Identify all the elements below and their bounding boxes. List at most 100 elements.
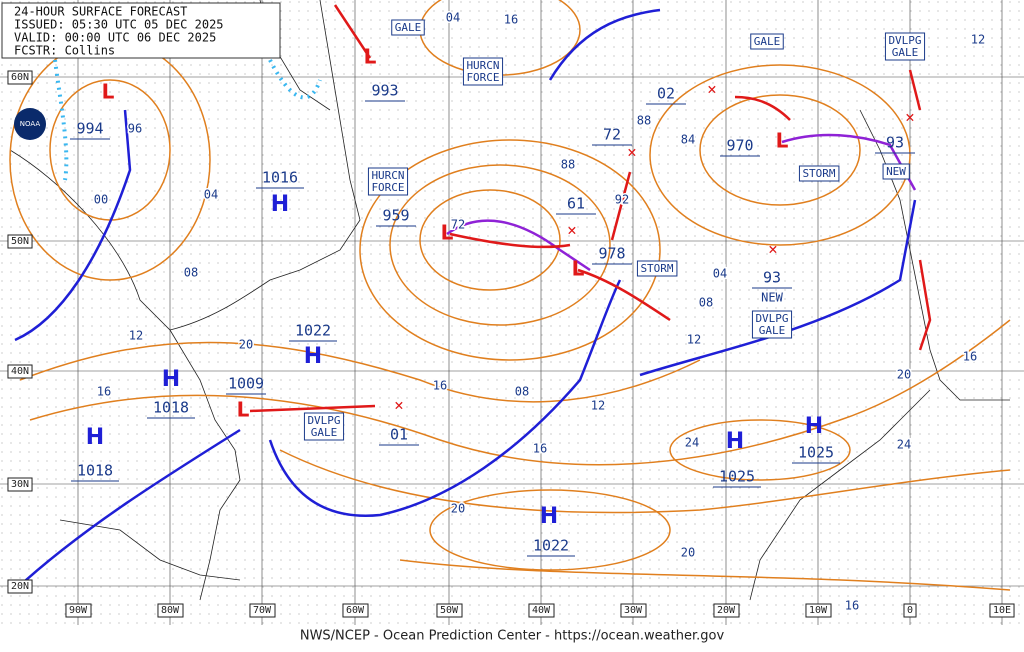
isobar-label: 16	[963, 350, 977, 364]
isobar-label: 16	[97, 385, 111, 399]
lat-label-box	[7, 364, 33, 379]
warning-word: GALE	[311, 426, 338, 439]
footer-band	[0, 625, 1024, 652]
lat-label: 30N	[11, 479, 29, 490]
high-symbol: H	[726, 429, 744, 454]
lon-label: 40W	[532, 605, 551, 616]
warning-word: HURCN	[466, 59, 499, 72]
high-pressure: 1025	[798, 444, 834, 462]
low-symbol: L	[364, 45, 377, 69]
warning-word: FORCE	[371, 181, 404, 194]
warning-label: HURCN FORCE	[466, 59, 499, 84]
warning-box	[884, 32, 926, 61]
warning-label: GALE	[754, 35, 781, 48]
isobar-label: 88	[637, 114, 651, 128]
isobar-label: 20	[681, 546, 695, 560]
warning-word: HURCN	[371, 169, 404, 182]
high-symbol: H	[540, 504, 558, 529]
isobar-label: 12	[129, 329, 143, 343]
forecast-x: ×	[707, 80, 717, 99]
warning-label: STORM	[640, 262, 673, 275]
isobar-label: 24	[897, 438, 911, 452]
lon-label: 50W	[440, 605, 459, 616]
warning-box	[636, 260, 678, 277]
footer: NWS/NCEP - Ocean Prediction Center - htt…	[300, 629, 725, 644]
lon-label-box	[157, 603, 184, 618]
lat-label: 50N	[11, 236, 29, 247]
warning-word: GALE	[892, 46, 919, 59]
header-line: 24-HOUR SURFACE FORECAST	[14, 5, 187, 19]
isobar-label: 84	[681, 133, 695, 147]
lon-label-box	[903, 603, 917, 618]
forecast-pressure: 01	[390, 426, 408, 444]
warning-box	[882, 163, 910, 180]
isobar-label: 04	[713, 267, 727, 281]
warning-box	[750, 33, 784, 50]
high-pressure: 1025	[719, 468, 755, 486]
low-symbol: L	[441, 221, 454, 245]
warning-word: DVLPG	[307, 414, 340, 427]
forecast-x: ×	[627, 143, 637, 162]
high-symbol: H	[304, 344, 322, 369]
isobar-label: 92	[615, 193, 629, 207]
lon-label-box	[342, 603, 369, 618]
forecast-x: ×	[905, 108, 915, 127]
isobar-label: 08	[184, 266, 198, 280]
isobar-label: 20	[239, 338, 253, 352]
warning-label: DVLPG GALE	[307, 414, 340, 439]
forecast-x: ×	[567, 221, 577, 240]
isobar-label: 04	[446, 11, 460, 25]
logo-circle	[14, 108, 46, 140]
header-line: ISSUED: 05:30 UTC 05 DEC 2025	[14, 18, 224, 32]
warning-label: NEW	[886, 165, 906, 178]
warning-box	[367, 167, 409, 196]
isobar-label: 04	[204, 188, 218, 202]
lon-label-box	[249, 603, 276, 618]
lon-label-box	[528, 603, 555, 618]
forecast-pressure: 61	[567, 195, 585, 213]
forecast-x: ×	[768, 240, 778, 259]
isobar-label: 12	[591, 399, 605, 413]
warning-word: DVLPG	[888, 34, 921, 47]
warning-box	[462, 57, 504, 86]
isobar-label: 20	[451, 502, 465, 516]
isobar-label: 16	[533, 442, 547, 456]
lon-label-box	[805, 603, 832, 618]
isobar-label: 08	[515, 385, 529, 399]
lon-label: 90W	[69, 605, 88, 616]
lon-label: 0	[907, 605, 913, 616]
isobar-label: 16	[433, 379, 447, 393]
forecast-tracks	[249, 4, 922, 413]
lon-label: 60W	[346, 605, 365, 616]
low-symbol: L	[102, 80, 115, 104]
lon-label: 10W	[809, 605, 828, 616]
high-pressure: 1018	[77, 462, 113, 480]
lon-label: 20W	[717, 605, 736, 616]
isobar-label: 08	[699, 296, 713, 310]
warning-word: GALE	[759, 324, 786, 337]
low-pressure: 978	[598, 245, 625, 263]
lon-label-box	[989, 603, 1015, 618]
warning-label: DVLPG GALE	[755, 312, 788, 337]
lon-label: 70W	[253, 605, 272, 616]
lat-label: 60N	[11, 72, 29, 83]
lat-label-box	[7, 477, 33, 492]
isobar-label: 88	[561, 158, 575, 172]
coastlines	[9, 0, 1010, 601]
warning-box	[303, 412, 345, 441]
warning-box	[391, 19, 425, 36]
low-symbol: L	[237, 398, 250, 422]
high-symbol: H	[86, 425, 104, 450]
forecast-pressure: 93	[886, 134, 904, 152]
isobar-label: 72	[451, 218, 465, 232]
lon-label-box	[713, 603, 740, 618]
warning-box	[798, 165, 840, 182]
header-line: VALID: 00:00 UTC 06 DEC 2025	[14, 31, 216, 45]
high-symbol: H	[271, 192, 289, 217]
warning-box	[751, 310, 793, 339]
forecast-pressure: 93	[763, 269, 781, 287]
lon-label: 80W	[161, 605, 180, 616]
lat-label-box	[7, 70, 33, 85]
